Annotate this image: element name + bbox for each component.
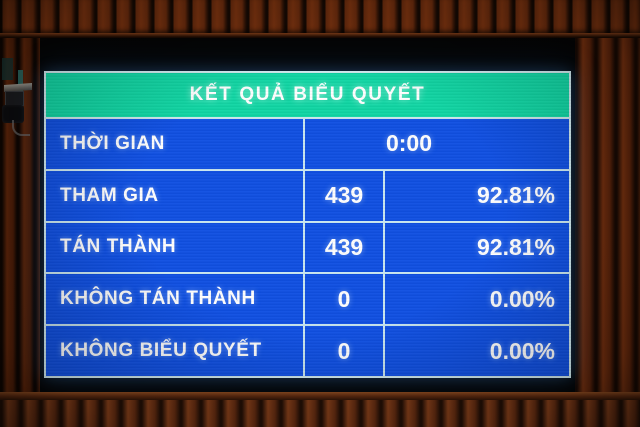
row-percent-abstain: 0.00% bbox=[489, 337, 555, 364]
row-label-participated: THAM GIA bbox=[46, 170, 305, 221]
row-count-approve: 439 bbox=[305, 222, 385, 273]
row-count-disapprove: 0 bbox=[305, 274, 385, 325]
wall-panel-bottom bbox=[0, 400, 640, 427]
wall-camera-icon bbox=[0, 58, 36, 136]
results-table: THỜI GIAN 0:00 THAM GIA 439 92.81% TÁN T… bbox=[46, 119, 569, 376]
table-row: KHÔNG TÁN THÀNH 0 0.00% bbox=[46, 274, 569, 327]
row-percent-participated: 92.81% bbox=[476, 182, 555, 209]
row-label-approve: TÁN THÀNH bbox=[46, 222, 305, 273]
table-row: THAM GIA 439 92.81% bbox=[46, 170, 569, 223]
wall-panel-top bbox=[0, 0, 640, 34]
page-title: KẾT QUẢ BIỂU QUYẾT bbox=[189, 84, 426, 105]
table-row: KHÔNG BIỂU QUYẾT 0 0.00% bbox=[46, 326, 569, 376]
row-percent-disapprove: 0.00% bbox=[489, 285, 555, 312]
camera-cable bbox=[12, 120, 30, 136]
table-row: THỜI GIAN 0:00 bbox=[46, 119, 569, 171]
wall-panel-right bbox=[575, 38, 640, 396]
table-row: TÁN THÀNH 439 92.81% bbox=[46, 222, 569, 275]
camera-mount-bracket bbox=[2, 58, 13, 80]
camera-body bbox=[5, 91, 24, 106]
voting-result-display: KẾT QUẢ BIỂU QUYẾT THỜI GIAN 0:00 THAM G… bbox=[44, 71, 571, 378]
row-label-disapprove: KHÔNG TÁN THÀNH bbox=[46, 274, 305, 325]
row-percent-approve: 92.81% bbox=[476, 233, 555, 260]
display-title-bar: KẾT QUẢ BIỂU QUYẾT bbox=[46, 73, 569, 119]
row-label-abstain: KHÔNG BIỂU QUYẾT bbox=[46, 326, 305, 376]
row-count-participated: 439 bbox=[305, 170, 385, 221]
row-label-time: THỜI GIAN bbox=[46, 119, 305, 169]
row-value-time: 0:00 bbox=[385, 130, 433, 157]
row-count-abstain: 0 bbox=[305, 326, 385, 376]
